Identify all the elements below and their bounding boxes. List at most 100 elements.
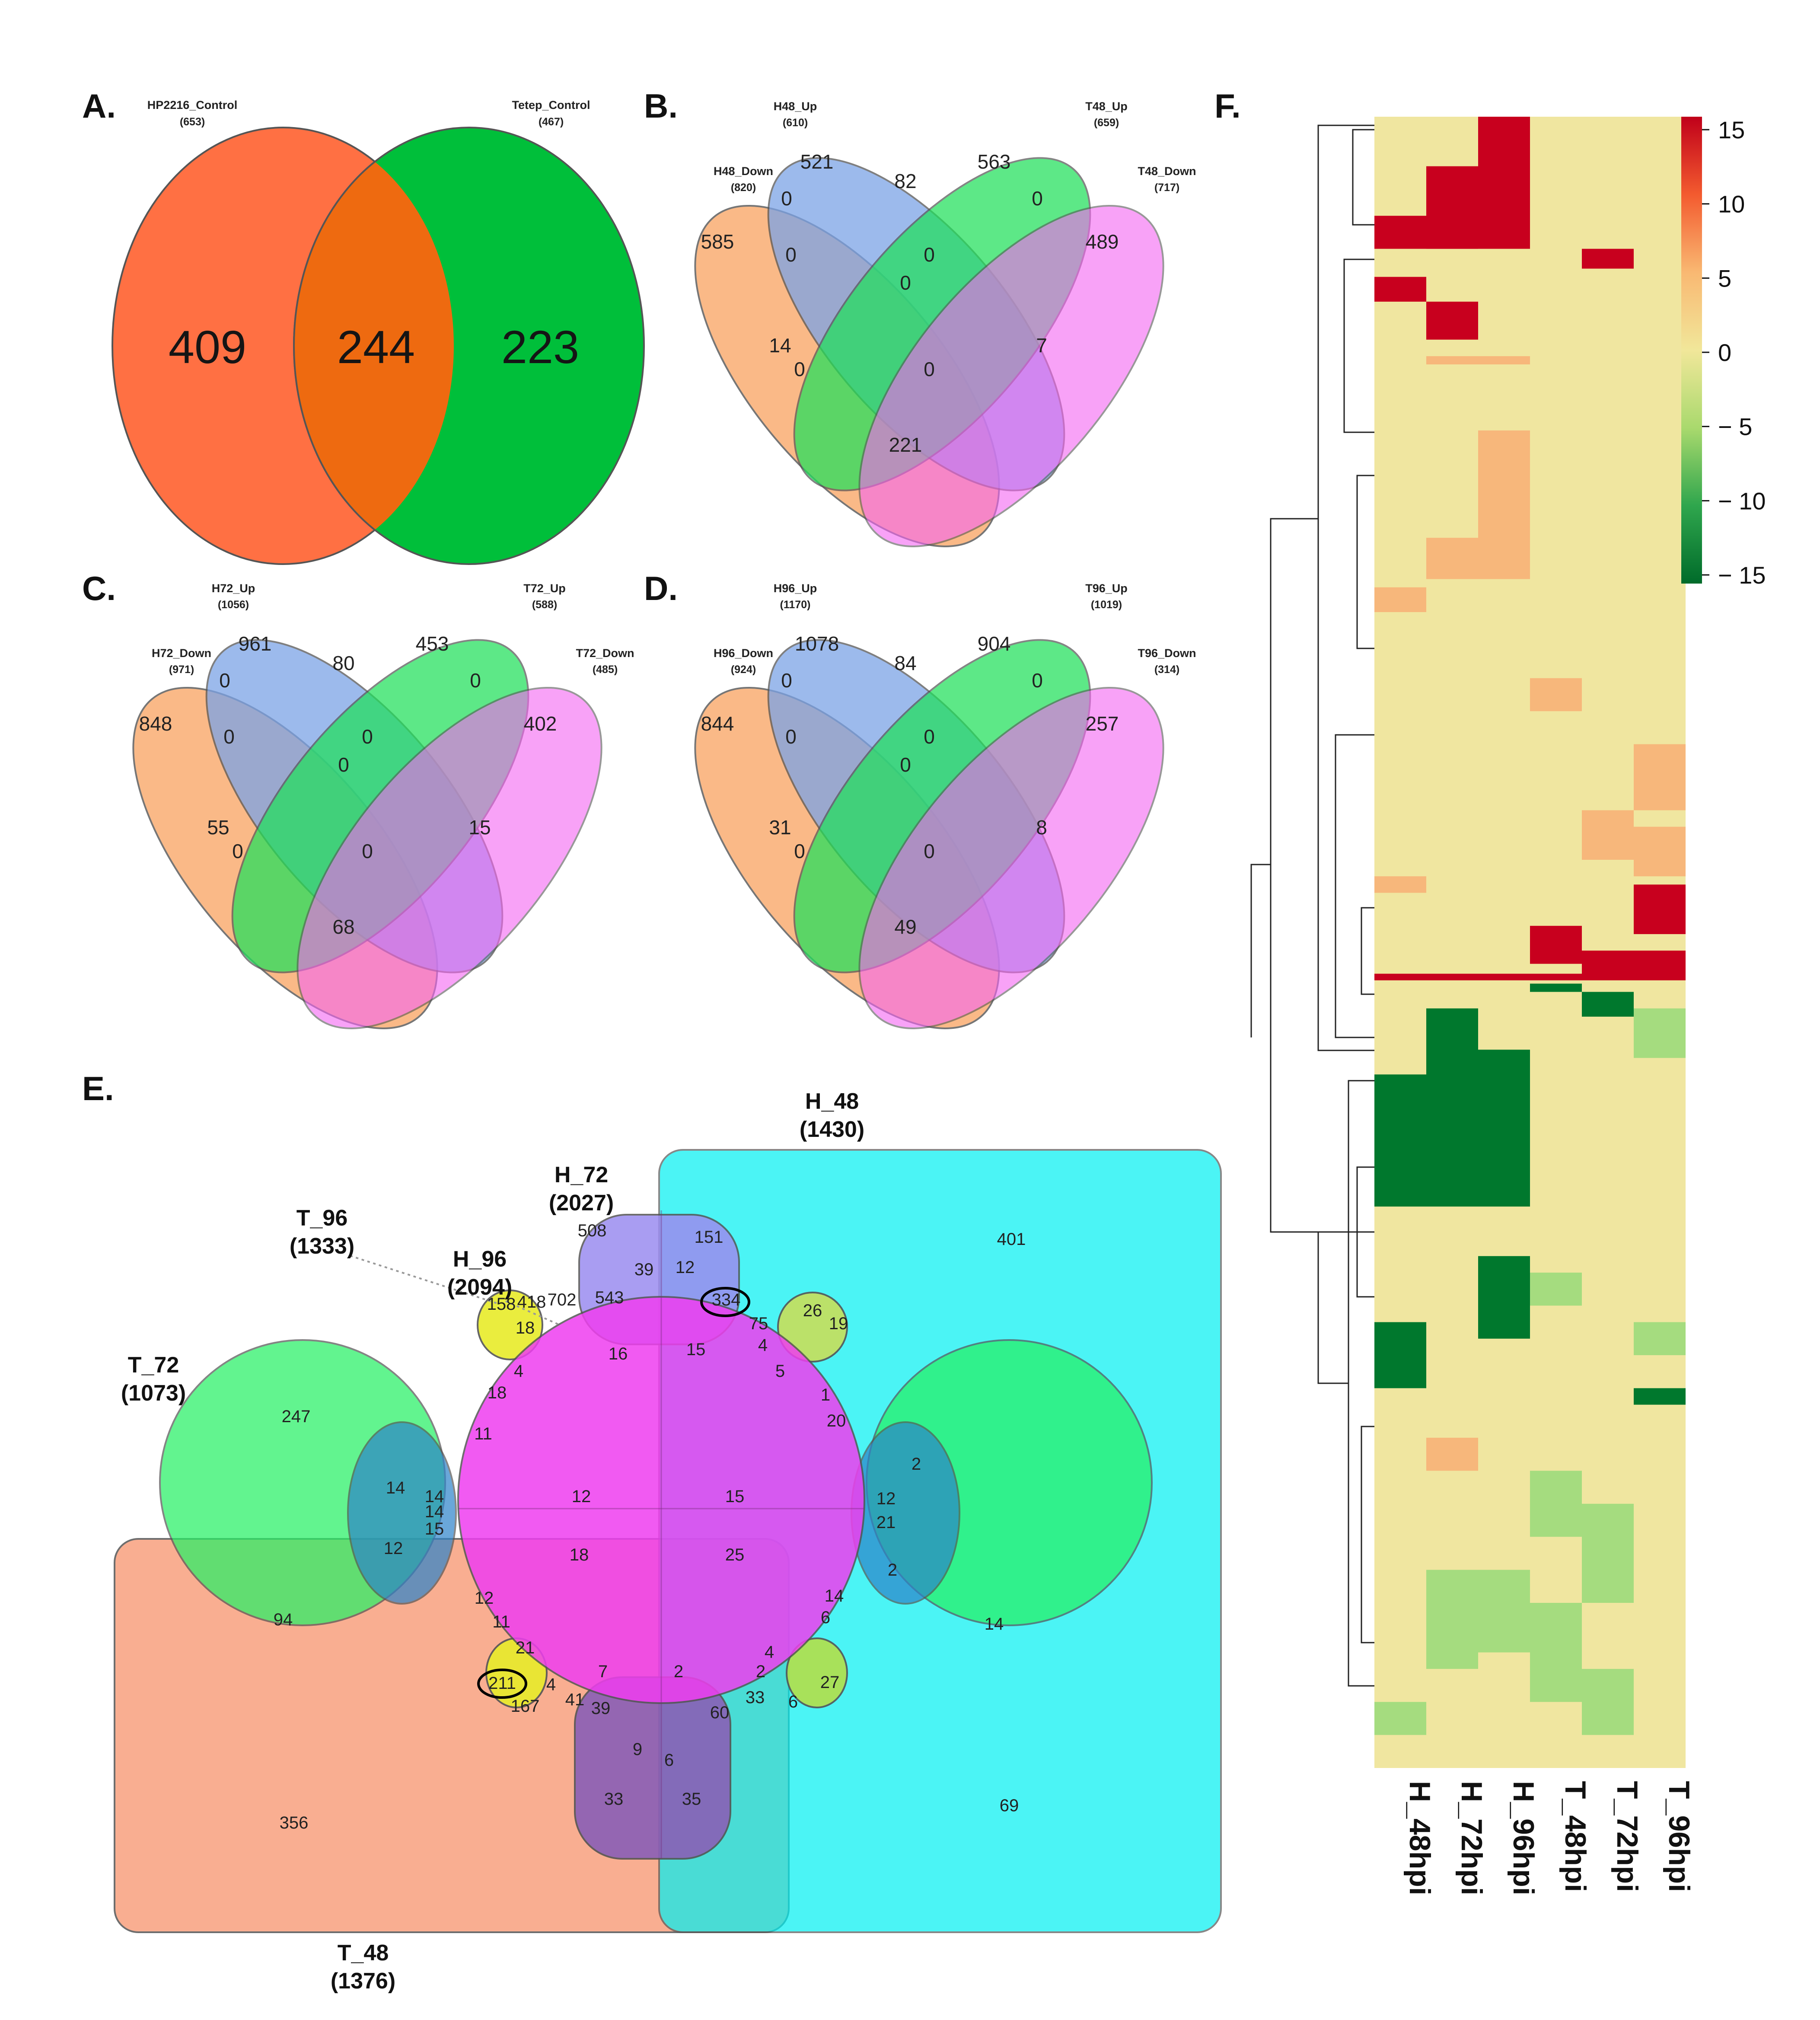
venn-c-set-4 — [296, 687, 602, 1029]
venn-b-region-count: 82 — [894, 170, 916, 192]
heatmap-cell-block — [1582, 1503, 1634, 1603]
heatmap — [1374, 117, 1686, 1768]
venn-e-region-count: 151 — [695, 1228, 724, 1247]
venn-e-region-count: 12 — [384, 1539, 403, 1558]
venn-e-region-count: 18 — [516, 1318, 535, 1337]
venn-e-region-count: 19 — [829, 1314, 848, 1333]
colorbar-tick-label: − 15 — [1718, 562, 1766, 589]
venn-b-count-2: (610) — [783, 117, 808, 129]
panel-f: F. 15 10 5 0 − 5 − 10 − 15 H_48hpi H_72hpi H_96h… — [1214, 87, 1766, 1896]
venn-c-region-count: 68 — [332, 916, 354, 938]
heatmap-cell-block — [1478, 973, 1530, 980]
venn-e-region-count: 401 — [997, 1230, 1026, 1249]
venn-e-region-count: 2 — [912, 1455, 921, 1474]
venn-c-region-count: 15 — [469, 816, 491, 839]
heatmap-column-label: H_48hpi — [1403, 1781, 1436, 1896]
venn-e-region-count: 18 — [488, 1383, 507, 1402]
venn-c-region-count: 80 — [332, 652, 354, 674]
venn-e-region-count: 94 — [274, 1610, 293, 1629]
heatmap-column-label: T_48hpi — [1559, 1781, 1592, 1892]
venn-d-region-count: 8 — [1036, 816, 1047, 839]
venn-e-region-count: 7 — [598, 1662, 608, 1681]
heatmap-cell-block — [1634, 1388, 1686, 1405]
highlight-oval-211 — [477, 1669, 527, 1699]
venn-d-count-1: (924) — [731, 664, 756, 676]
venn-c-region-count: 0 — [470, 669, 481, 692]
venn-d-count-2: (1170) — [780, 599, 811, 611]
venn-e-count-h48: (1430) — [800, 1117, 864, 1142]
heatmap-cell-block — [1426, 301, 1478, 340]
colorbar-tick-label: 15 — [1718, 116, 1745, 144]
venn-a-right-count: (467) — [539, 116, 564, 128]
venn-b-region-count: 0 — [924, 358, 935, 380]
heatmap-cell-block — [1634, 884, 1686, 934]
venn-e-region-count: 15 — [686, 1340, 706, 1359]
venn-e-h48-lobe-right — [851, 1421, 960, 1605]
heatmap-column-labels: H_48hpi H_72hpi H_96hpi T_48hpi T_72hpi T_96h… — [1403, 1781, 1696, 1896]
heatmap-cell-block — [1426, 232, 1478, 249]
venn-e-region-count: 418 — [517, 1292, 546, 1312]
venn-e-region-count: 5 — [775, 1362, 785, 1381]
venn-e-region-count: 75 — [749, 1314, 768, 1333]
heatmap-cell-block — [1426, 538, 1478, 579]
venn-b-region-count: 0 — [785, 243, 797, 266]
venn-b-region-count: 221 — [889, 434, 922, 456]
heatmap-cell-block — [1530, 1471, 1582, 1537]
venn-c-region-count: 848 — [139, 712, 172, 735]
venn-e-region-count: 211 — [488, 1674, 516, 1693]
leader-t96 — [350, 1255, 497, 1304]
venn-c-count-2: (1056) — [218, 599, 249, 611]
venn-a-left-only: 409 — [169, 321, 246, 373]
dendrogram-branch — [1270, 518, 1318, 1233]
venn-a-overlap-count: 244 — [337, 321, 415, 373]
venn-e-count-h96: (2094) — [447, 1275, 512, 1300]
venn-e-h96-core — [457, 1296, 865, 1704]
venn-c-region-count: 55 — [207, 816, 229, 839]
heatmap-cell-block — [1374, 216, 1426, 249]
venn-c-title-1: H72_Down — [152, 647, 211, 660]
heatmap-cell-block — [1478, 430, 1530, 579]
venn-c-count-4: (485) — [593, 664, 618, 676]
heatmap-cell-block — [1530, 925, 1582, 964]
venn-c-title-2: H72_Up — [212, 582, 255, 595]
colorbar: 15 10 5 0 − 5 − 10 − 15 — [1681, 116, 1766, 589]
venn-c-region-count: 0 — [338, 753, 349, 776]
dendrogram-branch — [1352, 129, 1374, 226]
dendrogram-branch — [1343, 258, 1374, 433]
venn-e-region-count: 33 — [604, 1790, 624, 1809]
venn-d-region-count: 0 — [924, 725, 935, 748]
heatmap-cell-block — [1374, 876, 1426, 893]
venn-e-region-count: 15 — [425, 1519, 444, 1538]
venn-a-left-title: HP2216_Control — [147, 99, 238, 112]
venn-b-count-3: (659) — [1094, 117, 1119, 129]
heatmap-cell-block — [1530, 983, 1582, 992]
venn-e-region-count: 60 — [710, 1703, 730, 1722]
heatmap-column-label: T_72hpi — [1611, 1781, 1644, 1892]
venn-a-overlap — [293, 128, 454, 564]
venn-e-region-count: 4 — [514, 1362, 523, 1381]
venn-b-region-count: 521 — [800, 150, 834, 173]
venn-e-title-t48: T_48 — [338, 1940, 389, 1966]
venn-d-title-2: H96_Up — [774, 582, 817, 595]
heatmap-cell-block — [1426, 1008, 1478, 1207]
dendrogram-branch — [1356, 1166, 1374, 1298]
venn-a-right-title: Tetep_Control — [512, 99, 590, 112]
heatmap-cell-block — [1634, 1008, 1686, 1058]
dendrogram-branch — [1250, 864, 1271, 1037]
venn-c-region-count: 0 — [362, 840, 373, 862]
venn-e-region-count: 508 — [578, 1221, 607, 1240]
venn-e-region-count: 2 — [674, 1662, 683, 1681]
venn-e-region-count: 12 — [572, 1487, 591, 1506]
venn-b-count-1: (820) — [731, 182, 756, 194]
venn-b-region-count: 585 — [701, 230, 734, 253]
dendrogram-branch — [1335, 734, 1374, 1038]
venn-d-region-count: 0 — [924, 840, 935, 862]
venn-c-region-count: 0 — [223, 725, 235, 748]
venn-a-left-count: (653) — [180, 116, 205, 128]
venn-b-region-count: 0 — [900, 271, 911, 294]
leader-h96 — [505, 1300, 560, 1326]
venn-b-region-count: 563 — [978, 150, 1011, 173]
venn-c-region-count: 453 — [416, 632, 449, 655]
venn-e-region-count: 11 — [492, 1612, 510, 1631]
